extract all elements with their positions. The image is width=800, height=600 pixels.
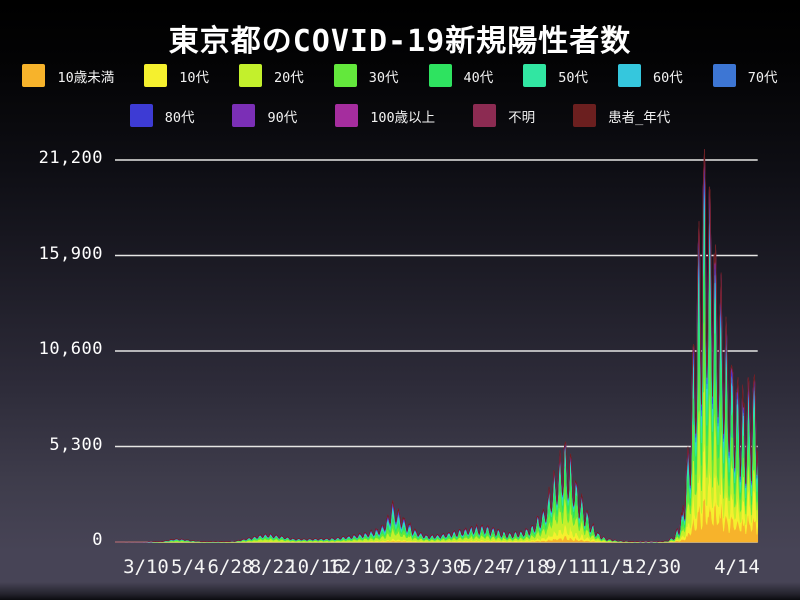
legend-swatch-icon xyxy=(129,104,153,127)
legend-item: 40代 xyxy=(428,64,494,87)
legend-label: 60代 xyxy=(653,69,683,86)
x-tick-label: 8/22 xyxy=(249,556,296,578)
legend-item: 90代 xyxy=(232,104,297,127)
page-title: 東京都のCOVID-19新規陽性者数 xyxy=(168,24,632,59)
x-tick-label: 12/10 xyxy=(328,556,386,578)
legend-swatch-icon xyxy=(618,64,642,87)
y-tick-label: 21,200 xyxy=(38,148,103,168)
legend-item: 患者_年代 xyxy=(573,104,670,127)
legend-row-2: 80代 90代 100歳以上 不明 患者_年代 xyxy=(0,104,800,127)
x-tick-label: 5/4 xyxy=(171,556,206,578)
y-tick-label: 15,900 xyxy=(38,243,103,264)
legend-item: 30代 xyxy=(333,64,399,87)
legend-label: 90代 xyxy=(267,109,298,126)
x-tick-label: 12/30 xyxy=(623,556,681,578)
legend-row-1: 10歳未満 10代 20代 30代 40代 50代 60代 70代 xyxy=(0,64,800,87)
legend-label: 100歳以上 xyxy=(370,109,436,126)
x-tick-label: 10/16 xyxy=(286,556,344,578)
area-series xyxy=(115,164,759,543)
legend-item: 20代 xyxy=(238,64,304,87)
legend-swatch-icon xyxy=(232,104,256,127)
legend-swatch-icon xyxy=(573,104,597,127)
x-tick-label: 4/14 xyxy=(714,556,760,578)
y-tick-label: 0 xyxy=(92,530,103,550)
legend-item: 60代 xyxy=(618,64,683,87)
legend-label: 不明 xyxy=(508,109,536,126)
y-tick-label: 5,300 xyxy=(49,434,103,455)
legend-item: 100歳以上 xyxy=(335,104,435,127)
area-series xyxy=(115,149,759,543)
legend-swatch-icon xyxy=(22,64,46,87)
legend-swatch-icon xyxy=(238,64,262,87)
x-tick-label: 11/5 xyxy=(587,556,634,578)
legend-item: 70代 xyxy=(712,64,778,87)
legend-label: 患者_年代 xyxy=(608,109,671,126)
legend-swatch-icon xyxy=(523,64,547,87)
legend-item: 不明 xyxy=(473,104,535,127)
legend-swatch-icon xyxy=(712,64,736,87)
x-tick-label: 6/28 xyxy=(207,556,254,578)
legend-label: 10代 xyxy=(179,69,209,86)
legend-swatch-icon xyxy=(333,64,357,87)
legend-item: 80代 xyxy=(129,104,195,127)
x-tick-label: 7/18 xyxy=(502,556,549,578)
area-series xyxy=(115,178,759,543)
legend-label: 40代 xyxy=(463,69,494,86)
legend-label: 10歳未満 xyxy=(57,69,115,86)
legend-label: 80代 xyxy=(164,109,195,126)
x-tick-label: 2/3 xyxy=(382,556,417,578)
y-tick-label: 10,600 xyxy=(38,339,103,359)
area-series xyxy=(115,194,759,543)
legend-item: 10代 xyxy=(144,64,209,87)
x-tick-label: 5/24 xyxy=(460,556,507,578)
legend-label: 30代 xyxy=(368,69,399,86)
area-series xyxy=(115,236,759,543)
legend-label: 70代 xyxy=(747,69,778,86)
area-series xyxy=(115,156,759,543)
x-tick-label: 3/30 xyxy=(418,556,465,578)
area-series xyxy=(115,284,759,543)
x-tick-label: 3/10 xyxy=(123,556,169,578)
legend-swatch-icon xyxy=(473,104,497,127)
legend-swatch-icon xyxy=(144,64,168,87)
area-series xyxy=(115,493,759,543)
area-series xyxy=(115,149,759,543)
legend-item: 50代 xyxy=(523,64,588,87)
legend-swatch-icon xyxy=(428,64,452,87)
area-series xyxy=(115,152,759,543)
area-series xyxy=(115,360,759,543)
legend-label: 20代 xyxy=(273,69,304,86)
legend-item: 10歳未満 xyxy=(22,64,114,87)
legend-label: 50代 xyxy=(558,69,589,86)
x-tick-label: 9/11 xyxy=(545,556,591,578)
legend-swatch-icon xyxy=(335,104,359,127)
area-series xyxy=(115,441,759,543)
area-series xyxy=(115,151,759,543)
